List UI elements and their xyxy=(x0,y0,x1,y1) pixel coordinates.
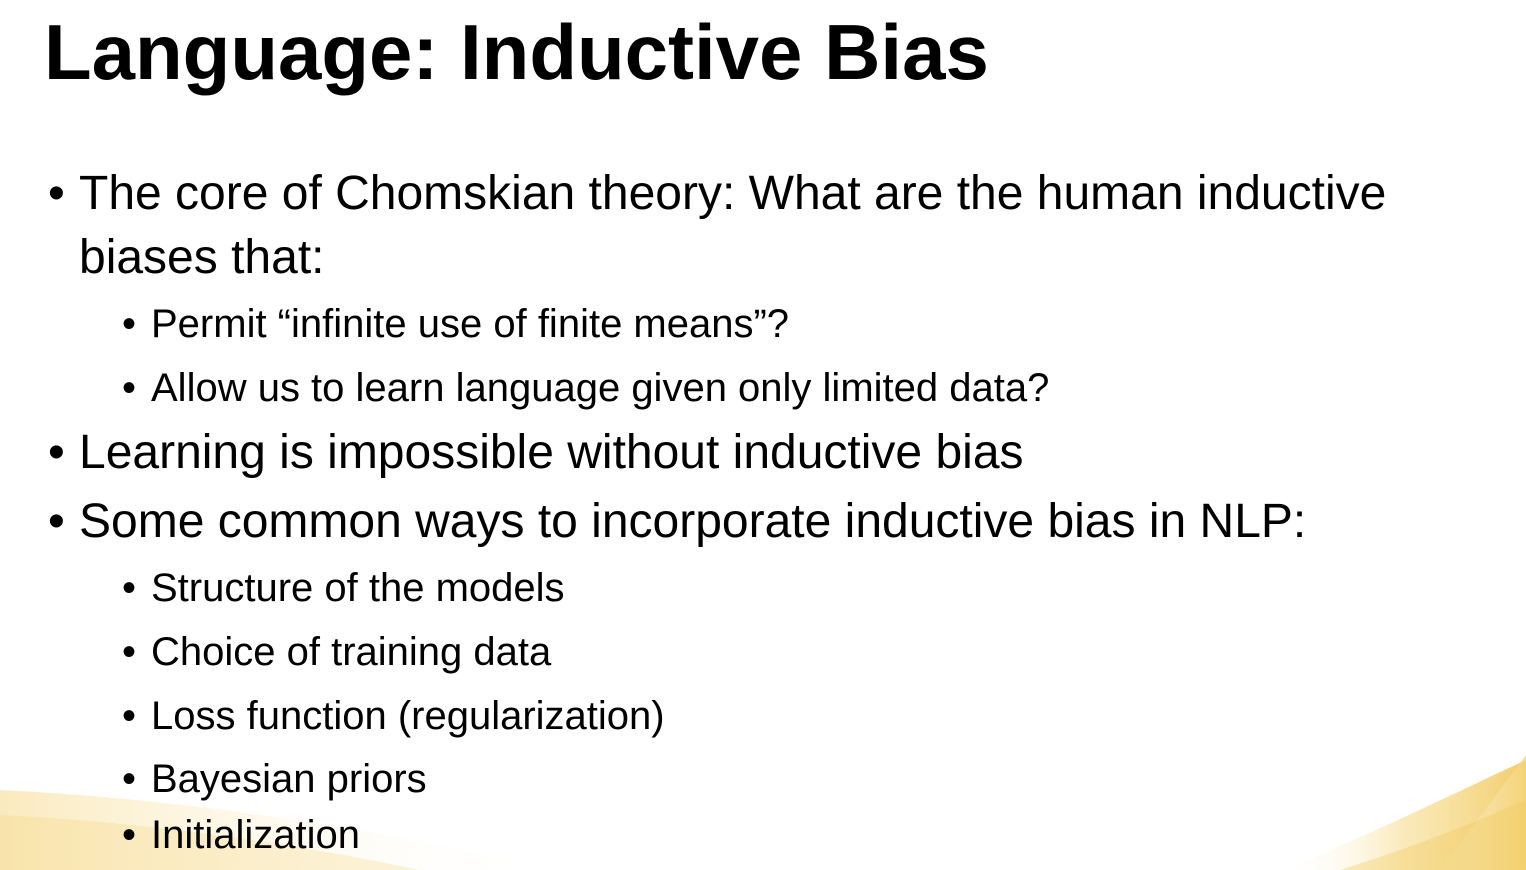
bullet-dot: • xyxy=(122,302,137,346)
bullet-text-line: The core of Chomskian theory: What are t… xyxy=(79,167,1387,220)
sub-bullet-text: Bayesian priors xyxy=(151,757,427,801)
sub-bullet-text: Allow us to learn language given only li… xyxy=(151,366,1050,410)
bullet-dot: • xyxy=(122,630,137,674)
bullet-dot: • xyxy=(48,167,65,220)
bullet-text-line: Learning is impossible without inductive… xyxy=(79,426,1024,479)
bullet-dot: • xyxy=(122,566,137,610)
bullet-text-line: biases that: xyxy=(79,231,325,284)
bullet-dot: • xyxy=(122,757,137,801)
bullet-dot: • xyxy=(48,426,65,479)
sub-bullet-text: Initialization xyxy=(151,813,361,857)
sub-bullet-text: Loss function (regularization) xyxy=(151,694,665,738)
bullet-dot: • xyxy=(122,813,137,857)
sub-bullet-text: Permit “infinite use of finite means”? xyxy=(151,302,790,346)
sub-bullet-text: Structure of the models xyxy=(151,566,565,610)
bullet-dot: • xyxy=(48,495,65,548)
bullet-dot: • xyxy=(122,366,137,410)
bullet-dot: • xyxy=(122,694,137,738)
sub-bullet-text: Choice of training data xyxy=(151,630,552,674)
slide-title: Language: Inductive Bias xyxy=(44,8,989,96)
bullet-text-line: Some common ways to incorporate inductiv… xyxy=(79,495,1307,548)
